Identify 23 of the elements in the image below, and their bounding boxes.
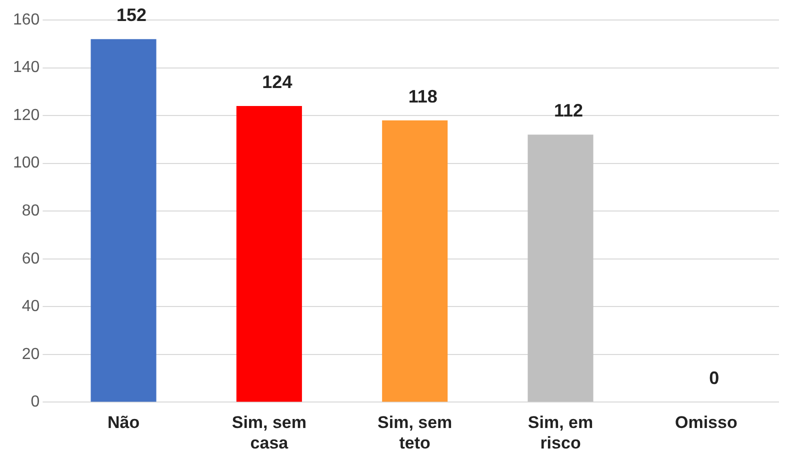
data-label: 118	[408, 86, 438, 106]
bar	[528, 134, 594, 402]
data-label: 152	[116, 5, 147, 26]
y-tick-label: 100	[12, 154, 40, 172]
y-tick-label: 140	[12, 59, 40, 76]
y-tick-label: 160	[12, 11, 40, 28]
y-tick-label: 60	[22, 250, 40, 268]
y-tick-label: 120	[12, 106, 40, 124]
x-tick-label: Sim, sem casa	[232, 413, 307, 452]
x-tick-label: Sim, sem teto	[378, 413, 452, 452]
bar	[382, 120, 448, 402]
y-tick-label: 0	[30, 394, 40, 411]
data-label: 112	[554, 100, 584, 121]
bar	[90, 39, 156, 402]
y-tick-label: 40	[22, 298, 40, 316]
x-tick-label: Não	[107, 413, 140, 432]
x-tick-label: Omisso	[674, 413, 738, 432]
bar	[236, 106, 302, 402]
data-label: 124	[262, 72, 292, 92]
y-tick-label: 20	[22, 346, 40, 363]
data-label: 0	[709, 368, 720, 388]
y-tick-label: 80	[22, 202, 40, 220]
x-tick-label: Sim, em risco	[528, 413, 594, 452]
